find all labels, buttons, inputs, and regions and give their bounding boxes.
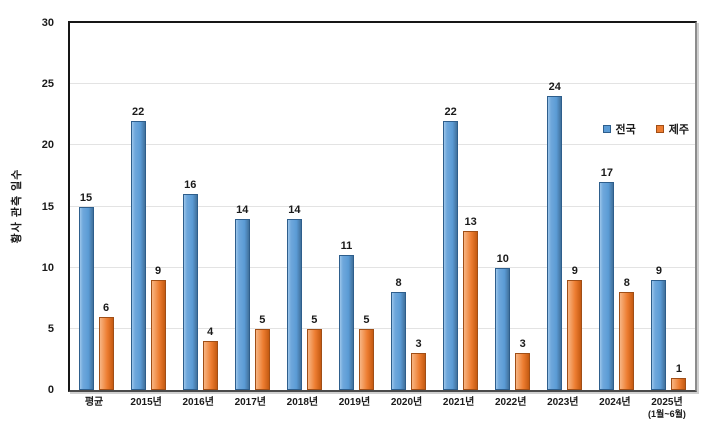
bar-value-label: 1 (675, 362, 682, 375)
bar-value-label: 5 (259, 313, 266, 326)
bar-jeju (411, 353, 427, 390)
legend-item-jeju: 제주 (655, 121, 689, 137)
y-tick-label: 15 (41, 200, 54, 213)
bar-group: 22 9 (122, 23, 174, 390)
bar-jeju (515, 353, 531, 390)
legend-label-jeju: 제주 (668, 124, 689, 136)
bar-group: 24 9 (539, 23, 591, 390)
y-tick-label: 10 (41, 261, 54, 274)
x-axis-label: 2025년 (1월~6월) (641, 397, 693, 420)
bar-national (78, 206, 94, 390)
y-tick-label: 0 (47, 384, 54, 396)
bar-value-label: 3 (519, 338, 526, 351)
bar-value-label: 5 (311, 313, 318, 326)
bar-value-label: 14 (236, 203, 249, 216)
bar-value-label: 6 (102, 301, 110, 314)
x-axis-label: 2020년 (390, 397, 423, 408)
bar-jeju (463, 230, 479, 390)
gridline (70, 205, 695, 207)
y-tick-label: 5 (47, 322, 54, 335)
bar-value-label: 8 (395, 277, 402, 290)
bar-jeju (254, 328, 270, 390)
bar-group: 10 3 (487, 23, 539, 390)
bar-jeju (306, 328, 322, 390)
x-axis-label: 2016년 (182, 397, 214, 408)
bar-jeju (150, 279, 166, 390)
x-axis-label-subnote: (1월~6월) (648, 409, 686, 419)
bar-national (651, 279, 667, 390)
bar-group: 17 8 (591, 23, 643, 390)
bar-jeju (202, 341, 218, 390)
y-tick-label: 20 (41, 139, 54, 152)
gridline (70, 83, 695, 85)
bar-jeju (567, 279, 583, 390)
x-axis-label: 2022년 (494, 397, 527, 408)
bar-group: 11 5 (330, 23, 382, 390)
bar-group: 14 5 (226, 23, 278, 390)
bar-value-label: 22 (132, 105, 145, 118)
bar-jeju (98, 316, 114, 390)
x-axis-label: 2018년 (286, 397, 319, 408)
x-axis-label: 2015년 (130, 397, 162, 408)
gridline (70, 327, 695, 329)
bar-value-label: 14 (288, 203, 301, 216)
x-axis-labels: 평균 2015년 2016년 2017년 2018년 2019년 2020년 2021년 202… (68, 397, 697, 437)
y-axis-ticks: 0 5 10 15 20 25 30 (0, 17, 60, 396)
legend: 전국 제주 (602, 121, 689, 137)
bar-value-label: 24 (548, 81, 561, 94)
y-tick-label: 25 (41, 78, 54, 91)
bar-jeju (619, 292, 635, 390)
bar-value-label: 22 (444, 105, 457, 118)
bar-value-label: 9 (655, 264, 663, 277)
bar-national (599, 182, 615, 390)
x-axis-label: 2019년 (338, 397, 371, 408)
bar-group: 16 4 (174, 23, 226, 390)
legend-item-national: 전국 (602, 121, 636, 137)
bar-value-label: 4 (207, 326, 214, 339)
bar-national (338, 255, 354, 390)
legend-swatch-national-icon (602, 125, 611, 133)
bar-value-label: 5 (363, 313, 370, 326)
bar-national (130, 120, 146, 390)
bar-national (286, 218, 302, 390)
bar-value-label: 9 (155, 264, 162, 277)
bar-national (182, 194, 198, 390)
legend-label-national: 전국 (615, 124, 636, 136)
bar-value-label: 3 (415, 338, 422, 351)
bar-group: 15 6 (70, 23, 122, 390)
bar-value-label: 11 (340, 240, 353, 253)
bar-value-label: 9 (571, 264, 578, 277)
bar-national (443, 120, 459, 390)
plot-area: 전국 제주 15 6 22 9 16 4 14 5 14 5 11 5 8 3 22 13 10 3 24 9 17 8 9… (68, 21, 697, 392)
bar-national (547, 96, 563, 390)
bar-value-label: 10 (496, 252, 509, 265)
legend-swatch-jeju-icon (655, 125, 664, 133)
bar-jeju (358, 328, 374, 390)
x-axis-label: 2024년 (599, 397, 631, 408)
gridline (70, 144, 695, 146)
bar-value-label: 16 (184, 179, 197, 192)
bar-group: 14 5 (278, 23, 330, 390)
x-axis-label: 2017년 (234, 397, 267, 408)
bar-group: 22 13 (435, 23, 487, 390)
x-axis-label: 2023년 (547, 397, 579, 408)
bar-jeju (671, 377, 687, 390)
bar-national (391, 292, 407, 390)
bar-national (495, 267, 511, 390)
bar-value-label: 8 (623, 277, 630, 290)
gridline (70, 266, 695, 268)
x-axis-label: 2021년 (442, 397, 475, 408)
bar-value-label: 15 (79, 191, 93, 204)
x-axis-label: 평균 (84, 397, 104, 408)
bar-value-label: 13 (464, 215, 477, 228)
bar-value-label: 17 (600, 167, 613, 180)
y-tick-label: 30 (41, 17, 54, 29)
bar-national (234, 218, 250, 390)
